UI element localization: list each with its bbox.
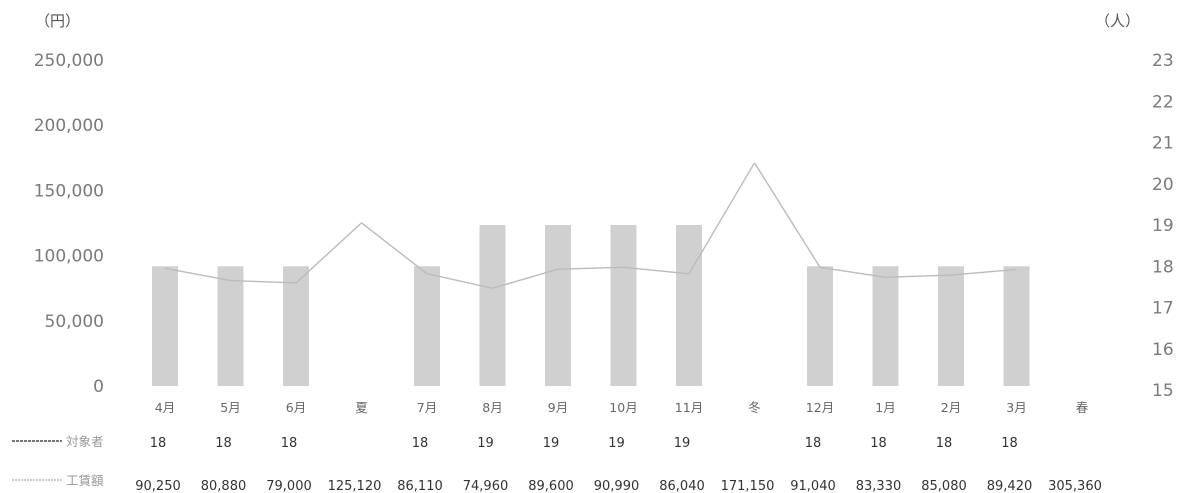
bar <box>676 225 702 386</box>
table-cell-line: 74,960 <box>463 479 509 493</box>
table-cell-bar: 19 <box>608 436 625 451</box>
left-tick-label: 100,000 <box>34 247 104 267</box>
table-cell-line: 86,110 <box>397 479 443 493</box>
bar <box>152 266 178 386</box>
bar <box>545 225 571 386</box>
left-tick-label: 0 <box>93 377 104 397</box>
bar <box>283 266 309 386</box>
bar <box>872 266 899 386</box>
table-cell-line: 89,420 <box>987 479 1033 493</box>
category-label: 9月 <box>548 400 568 415</box>
bar <box>479 225 506 386</box>
legend-label-line: 工賃額 <box>66 473 104 488</box>
x-axis-categories: 4月 5月 6月 夏 7月 8月 9月 10月 11月 冬 12月 1月 2月 3月 春 <box>155 400 1089 415</box>
left-tick-label: 50,000 <box>45 312 104 332</box>
table-cell-line: 89,600 <box>528 479 574 493</box>
bar <box>807 266 833 386</box>
left-axis: 0 50,000 100,000 150,000 200,000 250,000 <box>34 51 104 397</box>
line-segment <box>164 267 231 282</box>
category-label: 2月 <box>941 400 961 415</box>
table-cell-line: 125,120 <box>328 479 382 493</box>
bar <box>610 225 637 386</box>
table-cell-line: 90,250 <box>135 479 181 493</box>
table-cell-bar: 18 <box>936 436 953 451</box>
table-cell-bar: 19 <box>543 436 560 451</box>
line-segment <box>950 268 1017 276</box>
category-label: 5月 <box>220 400 240 415</box>
data-table: 対象者 18 18 18 18 19 19 19 19 18 18 18 18 工賃額 90,250 80,8… <box>12 434 1102 493</box>
table-cell-line: 79,000 <box>266 479 312 493</box>
table-cell-line: 85,080 <box>921 479 967 493</box>
table-cell-bar: 18 <box>870 436 887 451</box>
right-axis-unit: （人） <box>1095 12 1140 30</box>
table-cell-bar: 18 <box>1001 436 1018 451</box>
table-cell-line: 305,360 <box>1048 479 1102 493</box>
right-axis-unit-label: （人） <box>1095 12 1140 30</box>
table-cell-line: 90,990 <box>594 479 640 493</box>
left-axis-unit: （円） <box>35 12 80 30</box>
bar-series <box>152 225 1030 386</box>
right-tick-label: 23 <box>1152 51 1174 71</box>
right-tick-label: 20 <box>1152 175 1174 195</box>
line-segment <box>492 268 559 289</box>
bar <box>1003 266 1030 386</box>
left-tick-label: 250,000 <box>34 51 104 71</box>
category-label: 10月 <box>609 400 637 415</box>
table-cell-line: 91,040 <box>790 479 836 493</box>
category-label: 6月 <box>286 400 306 415</box>
right-tick-label: 16 <box>1152 340 1174 360</box>
category-label: 8月 <box>482 400 502 415</box>
category-label: 冬 <box>748 400 761 415</box>
bar <box>938 266 964 386</box>
table-cell-bar: 18 <box>805 436 822 451</box>
right-tick-label: 21 <box>1152 134 1174 154</box>
line-segment <box>753 162 821 268</box>
category-label: 1月 <box>875 400 895 415</box>
table-cell-bar: 18 <box>281 436 298 451</box>
line-segment <box>819 266 886 279</box>
table-cell-bar: 19 <box>674 436 691 451</box>
category-label: 夏 <box>355 400 368 415</box>
left-axis-unit-label: （円） <box>35 12 80 30</box>
category-label: 7月 <box>417 400 437 415</box>
left-tick-label: 200,000 <box>34 116 104 136</box>
line-segment <box>426 273 493 289</box>
line-series <box>164 162 1017 289</box>
category-label: 春 <box>1076 400 1089 415</box>
table-cell-bar: 18 <box>412 436 429 451</box>
category-label: 12月 <box>806 400 834 415</box>
table-cell-bar: 19 <box>477 436 494 451</box>
table-cell-line: 83,330 <box>856 479 902 493</box>
category-label: 3月 <box>1006 400 1026 415</box>
category-label: 11月 <box>675 400 703 415</box>
bar <box>217 266 244 386</box>
right-tick-label: 17 <box>1152 299 1174 319</box>
line-segment <box>557 266 624 270</box>
right-tick-label: 22 <box>1152 92 1174 112</box>
right-tick-label: 19 <box>1152 216 1174 236</box>
left-tick-label: 150,000 <box>34 181 104 201</box>
line-segment <box>885 274 952 279</box>
legend-label-bar: 対象者 <box>66 434 104 449</box>
table-cell-bar: 18 <box>215 436 232 451</box>
right-tick-label: 18 <box>1152 257 1174 277</box>
line-segment <box>295 222 362 284</box>
right-tick-label: 15 <box>1152 381 1174 401</box>
line-segment <box>688 162 756 275</box>
right-axis: 15 16 17 18 19 20 21 22 23 <box>1152 51 1174 401</box>
line-segment <box>230 279 297 284</box>
category-label: 4月 <box>155 400 175 415</box>
table-cell-line: 80,880 <box>201 479 247 493</box>
line-segment <box>623 266 690 275</box>
bar <box>414 266 440 386</box>
table-cell-line: 86,040 <box>659 479 705 493</box>
line-segment <box>361 222 428 275</box>
table-cell-line: 171,150 <box>721 479 775 493</box>
table-cell-bar: 18 <box>150 436 167 451</box>
